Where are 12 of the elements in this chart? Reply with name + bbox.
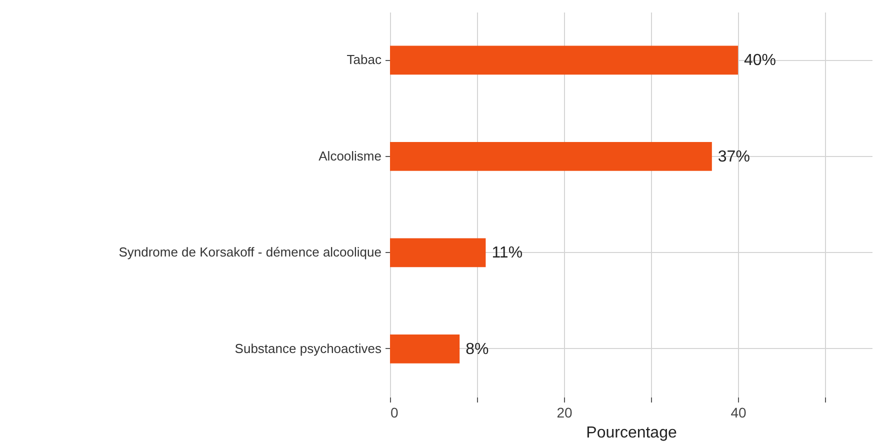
- x-tick-label: 40: [730, 404, 747, 420]
- data-label: 37%: [718, 148, 750, 166]
- data-label: 11%: [492, 244, 523, 262]
- x-axis-title: Pourcentage: [586, 424, 677, 442]
- data-label: 40%: [744, 52, 776, 70]
- y-tick-label: Substance psychoactives: [234, 340, 382, 356]
- data-label: 8%: [466, 340, 489, 358]
- x-tick-label: 20: [556, 404, 573, 420]
- y-tick-label: Tabac: [346, 52, 382, 68]
- x-tick-label: 0: [390, 404, 398, 420]
- y-tick-label: Syndrome de Korsakoff - démence alcoolique: [118, 244, 382, 260]
- y-tick-label: Alcoolisme: [318, 148, 382, 164]
